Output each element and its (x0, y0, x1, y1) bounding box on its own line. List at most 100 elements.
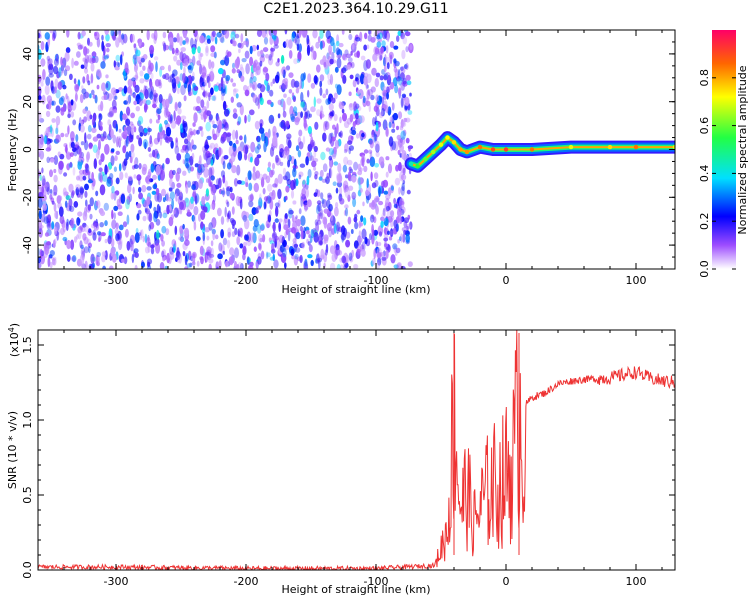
noise-speckle (187, 209, 191, 215)
noise-speckle (126, 96, 130, 106)
noise-speckle (357, 170, 363, 176)
noise-speckle (74, 85, 78, 94)
noise-speckle (40, 58, 46, 67)
noise-speckle (280, 68, 285, 76)
noise-speckle (319, 30, 324, 39)
noise-speckle (65, 144, 68, 154)
noise-speckle (373, 172, 379, 180)
noise-speckle (295, 87, 300, 94)
noise-speckle (176, 32, 180, 43)
noise-speckle (209, 145, 213, 150)
noise-speckle (312, 50, 317, 60)
noise-speckle (266, 99, 272, 105)
noise-speckle (360, 215, 364, 223)
noise-speckle (82, 233, 87, 241)
noise-speckle (210, 240, 214, 247)
noise-speckle (262, 188, 266, 195)
noise-speckle (234, 247, 239, 259)
noise-speckle (372, 53, 378, 62)
noise-speckle (245, 234, 249, 242)
noise-speckle (323, 208, 329, 214)
noise-speckle (157, 114, 161, 121)
noise-speckle (320, 151, 326, 161)
noise-speckle (75, 187, 80, 196)
noise-speckle (247, 114, 251, 123)
noise-speckle (134, 232, 140, 244)
noise-speckle (343, 210, 347, 216)
noise-speckle (313, 145, 318, 153)
noise-speckle (147, 147, 152, 152)
noise-speckle (304, 205, 309, 211)
noise-speckle (316, 64, 321, 73)
noise-speckle (362, 95, 366, 104)
noise-speckle (278, 222, 282, 233)
noise-speckle (123, 100, 129, 105)
noise-speckle (325, 30, 331, 40)
noise-speckle (353, 101, 357, 112)
noise-speckle (307, 73, 312, 83)
noise-speckle (53, 202, 57, 212)
noise-speckle (367, 30, 372, 36)
noise-speckle (397, 68, 401, 80)
noise-speckle (272, 125, 277, 137)
signal-trace (404, 131, 675, 173)
noise-speckle (206, 75, 210, 84)
noise-speckle (91, 171, 94, 181)
noise-speckle (90, 63, 95, 72)
noise-speckle (67, 125, 70, 135)
noise-speckle (170, 140, 174, 149)
noise-speckle (65, 47, 71, 54)
noise-speckle (134, 252, 139, 258)
noise-speckle (158, 123, 163, 133)
noise-speckle (260, 250, 265, 260)
noise-speckle (286, 133, 292, 140)
noise-speckle (109, 173, 114, 180)
noise-speckle (254, 97, 260, 106)
noise-speckle (404, 96, 410, 107)
noise-speckle (356, 209, 361, 215)
noise-speckle (269, 192, 274, 197)
noise-speckle (244, 89, 250, 97)
noise-speckle (105, 82, 109, 89)
noise-speckle (246, 256, 250, 266)
noise-speckle (341, 255, 347, 264)
noise-speckle (166, 204, 170, 215)
noise-speckle (152, 183, 158, 190)
noise-speckle (304, 184, 309, 190)
noise-speckle (272, 221, 276, 233)
noise-speckle (84, 92, 90, 99)
noise-speckle (379, 54, 383, 61)
noise-speckle (95, 190, 99, 197)
noise-speckle (204, 144, 210, 149)
noise-speckle (384, 54, 387, 64)
noise-speckle (317, 203, 322, 212)
noise-speckle (271, 189, 276, 200)
noise-speckle (259, 224, 265, 231)
noise-speckle (131, 33, 135, 43)
noise-speckle (224, 30, 230, 39)
noise-speckle (210, 68, 214, 76)
noise-speckle (176, 87, 180, 95)
noise-speckle (194, 195, 198, 205)
noise-speckle (152, 174, 157, 181)
noise-speckle (189, 74, 192, 86)
noise-speckle (374, 140, 380, 152)
noise-speckle (275, 154, 279, 163)
noise-speckle (94, 31, 97, 37)
noise-speckle (167, 76, 172, 83)
noise-speckle (290, 113, 295, 121)
noise-speckle (55, 134, 60, 140)
noise-speckle (332, 146, 337, 155)
noise-speckle (208, 92, 211, 102)
noise-speckle (139, 62, 142, 68)
noise-speckle (291, 227, 296, 234)
noise-speckle (314, 76, 319, 83)
noise-speckle (124, 62, 129, 74)
noise-speckle (277, 113, 281, 119)
noise-speckle (391, 128, 396, 133)
noise-speckle (275, 206, 279, 217)
noise-speckle (341, 108, 345, 114)
noise-speckle (148, 178, 154, 183)
